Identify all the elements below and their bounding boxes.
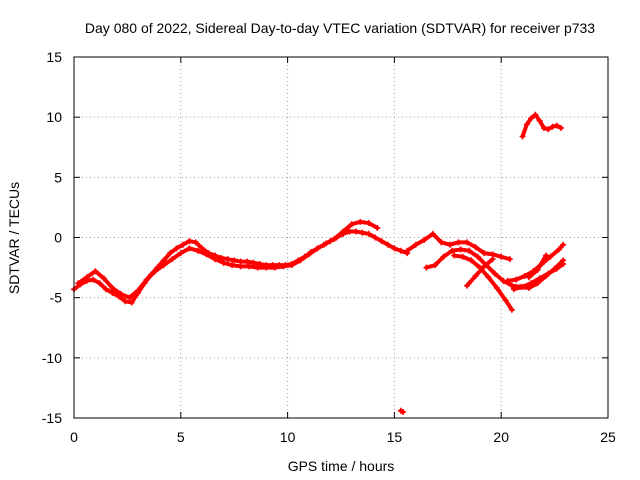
x-tick-label: 0 — [70, 429, 78, 445]
data-point — [560, 241, 567, 248]
data-point — [508, 306, 515, 313]
series-segment — [554, 261, 566, 271]
series-segment — [494, 286, 508, 303]
series-track-19h-rise — [464, 256, 496, 289]
y-tick-label: 15 — [46, 49, 62, 65]
series-segment — [535, 253, 549, 272]
series-segment — [366, 221, 380, 230]
series-isolated-point — [397, 407, 406, 415]
series-track-21h — [504, 241, 567, 284]
tick-layer: 0 5 10 15 20 25 -15 -10 -5 0 5 10 15 — [42, 49, 616, 445]
y-tick-label: -5 — [50, 290, 63, 306]
grid-layer — [74, 57, 608, 418]
x-tick-label: 20 — [493, 429, 509, 445]
x-tick-label: 15 — [387, 429, 403, 445]
y-tick-label: 5 — [54, 169, 62, 185]
series-segment — [473, 264, 487, 279]
y-tick-label: 10 — [46, 109, 62, 125]
series-segment — [101, 276, 115, 291]
series-track-21h-mid — [525, 252, 550, 281]
data-point — [560, 260, 567, 267]
y-tick-label: -15 — [42, 410, 62, 426]
x-tick-label: 10 — [280, 429, 296, 445]
y-tick-label: 0 — [54, 230, 62, 246]
series-track-main-offset — [75, 218, 381, 301]
data-point — [543, 252, 550, 259]
series-segment — [482, 257, 495, 269]
series-segment — [465, 274, 478, 288]
series-track-19h-drop — [451, 252, 515, 313]
data-point — [558, 124, 565, 131]
series-track-17h-a — [404, 230, 513, 263]
series-segment — [136, 277, 149, 293]
data-layer — [71, 111, 567, 415]
data-point — [506, 256, 513, 263]
y-axis-label: SDTVAR / TECUs — [6, 182, 22, 294]
data-point — [399, 408, 406, 415]
y-tick-label: -10 — [42, 350, 62, 366]
chart-title: Day 080 of 2022, Sidereal Day-to-day VTE… — [85, 20, 595, 36]
data-point — [374, 224, 381, 231]
series-cluster-10h — [519, 111, 565, 140]
x-tick-label: 25 — [600, 429, 616, 445]
x-axis-label: GPS time / hours — [288, 458, 395, 474]
series-segment — [503, 298, 514, 312]
series-segment — [486, 275, 499, 291]
series-track-21h-low — [511, 260, 567, 293]
x-tick-label: 5 — [177, 429, 185, 445]
data-point — [489, 256, 496, 263]
